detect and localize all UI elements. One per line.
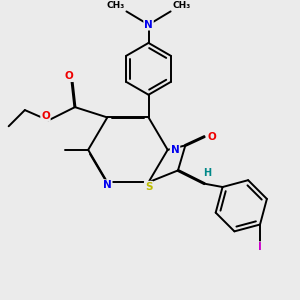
Text: H: H: [203, 168, 211, 178]
Text: CH₃: CH₃: [172, 1, 190, 10]
Text: O: O: [41, 111, 50, 121]
Text: N: N: [171, 145, 179, 155]
Text: O: O: [64, 71, 74, 81]
Text: N: N: [103, 180, 112, 190]
Text: O: O: [208, 132, 216, 142]
Text: N: N: [144, 20, 153, 30]
Text: CH₃: CH₃: [107, 1, 125, 10]
Text: S: S: [145, 182, 152, 192]
Text: I: I: [258, 242, 262, 252]
